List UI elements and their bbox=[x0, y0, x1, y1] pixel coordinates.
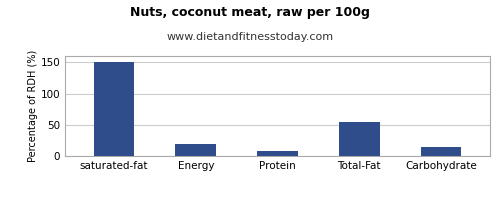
Bar bbox=[257, 151, 298, 156]
Text: Nuts, coconut meat, raw per 100g: Nuts, coconut meat, raw per 100g bbox=[130, 6, 370, 19]
Bar bbox=[420, 147, 462, 156]
Text: www.dietandfitnesstoday.com: www.dietandfitnesstoday.com bbox=[166, 32, 334, 42]
Bar bbox=[176, 144, 216, 156]
Bar bbox=[339, 122, 380, 156]
Y-axis label: Percentage of RDH (%): Percentage of RDH (%) bbox=[28, 50, 38, 162]
Bar bbox=[94, 62, 134, 156]
